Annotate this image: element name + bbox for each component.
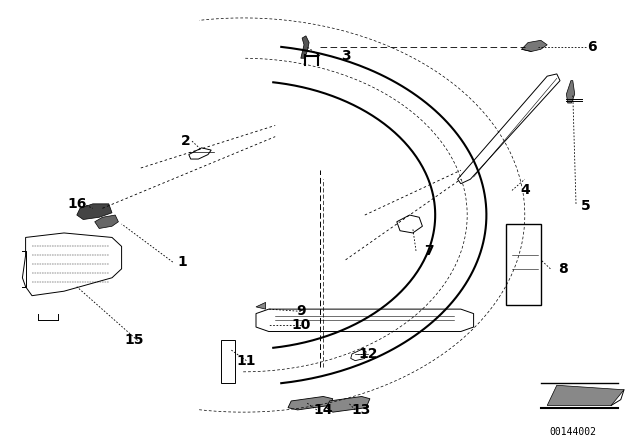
Polygon shape xyxy=(351,349,366,361)
Text: 14: 14 xyxy=(314,403,333,417)
Text: 4: 4 xyxy=(520,183,530,198)
Text: 11: 11 xyxy=(237,353,256,368)
Polygon shape xyxy=(397,215,422,233)
Text: 2: 2 xyxy=(180,134,191,148)
Polygon shape xyxy=(288,396,333,410)
Polygon shape xyxy=(522,40,547,52)
Text: 3: 3 xyxy=(340,49,351,63)
Polygon shape xyxy=(301,36,309,58)
Polygon shape xyxy=(95,215,118,228)
Text: 6: 6 xyxy=(587,40,597,54)
Bar xyxy=(506,224,541,305)
Polygon shape xyxy=(326,396,370,412)
Text: 5: 5 xyxy=(580,199,591,213)
Text: 15: 15 xyxy=(125,333,144,348)
Text: 7: 7 xyxy=(424,244,434,258)
Polygon shape xyxy=(458,74,560,184)
Text: 10: 10 xyxy=(291,318,310,332)
Polygon shape xyxy=(256,309,474,332)
Text: 13: 13 xyxy=(352,403,371,417)
Polygon shape xyxy=(22,233,122,296)
Text: 12: 12 xyxy=(358,347,378,361)
Text: 8: 8 xyxy=(558,262,568,276)
Text: 16: 16 xyxy=(67,197,86,211)
Polygon shape xyxy=(256,302,266,309)
Bar xyxy=(221,340,235,383)
Polygon shape xyxy=(566,81,575,103)
Text: 1: 1 xyxy=(177,255,188,269)
Polygon shape xyxy=(547,385,624,405)
Polygon shape xyxy=(189,148,211,159)
Text: 00144002: 00144002 xyxy=(549,427,596,437)
Text: 9: 9 xyxy=(296,304,306,319)
Polygon shape xyxy=(77,204,112,220)
